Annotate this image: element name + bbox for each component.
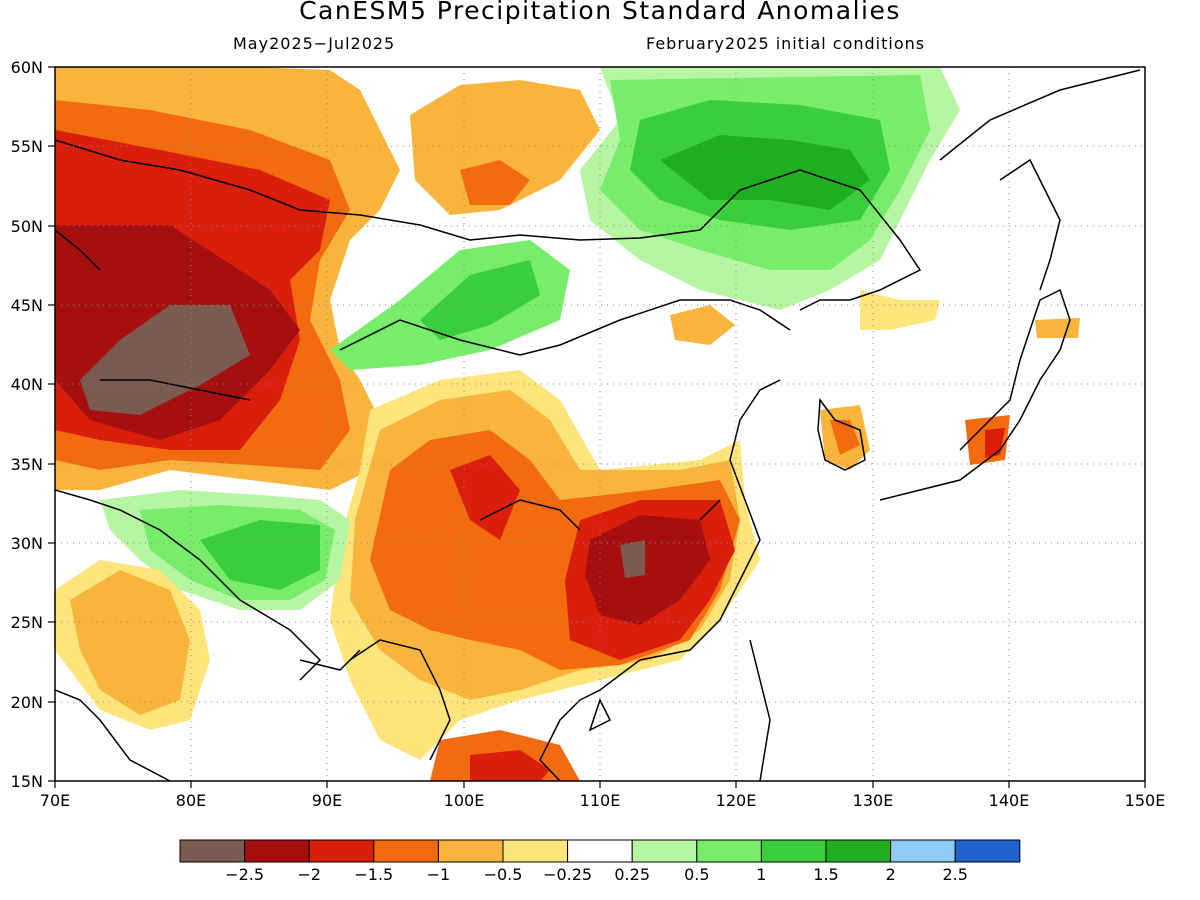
lon-label: 150E bbox=[1125, 791, 1166, 810]
anomaly-region-hokkaido-m05 bbox=[1035, 318, 1080, 338]
legend-swatch bbox=[890, 839, 956, 863]
lat-label: 50N bbox=[11, 217, 43, 236]
anomaly-region-central-m20 bbox=[585, 515, 710, 625]
legend-label: −2 bbox=[297, 865, 321, 884]
legend-swatch bbox=[954, 839, 1021, 863]
anomaly-region-indochina-m15 bbox=[470, 750, 550, 781]
legend-label: 0.25 bbox=[614, 865, 650, 884]
lat-tick-labels: 60N 55N 50N 45N 40N 35N 30N 25N 20N 15N bbox=[11, 58, 43, 791]
legend-label: −1 bbox=[427, 865, 451, 884]
lon-label: 110E bbox=[580, 791, 621, 810]
legend-label: −2.5 bbox=[225, 865, 264, 884]
lon-label: 80E bbox=[176, 791, 206, 810]
lat-label: 45N bbox=[11, 296, 43, 315]
lon-label: 140E bbox=[989, 791, 1030, 810]
legend-label: 0.5 bbox=[684, 865, 709, 884]
anomaly-field bbox=[55, 67, 1080, 781]
legend-swatch bbox=[760, 839, 827, 863]
lat-label: 40N bbox=[11, 375, 43, 394]
lat-label: 60N bbox=[11, 58, 43, 77]
map-grid bbox=[55, 67, 1145, 781]
anomaly-region-baikal-m10 bbox=[460, 160, 530, 205]
legend-swatch bbox=[437, 839, 504, 863]
legend-swatch bbox=[567, 839, 633, 863]
legend-swatch bbox=[308, 839, 375, 863]
forecast-period: May2025−Jul2025 bbox=[233, 34, 396, 53]
legend-label: −0.5 bbox=[484, 865, 523, 884]
lat-label: 25N bbox=[11, 613, 43, 632]
legend-label: 1 bbox=[756, 865, 766, 884]
legend-swatch bbox=[179, 839, 246, 863]
initial-conditions: February2025 initial conditions bbox=[646, 34, 926, 53]
legend-swatch bbox=[696, 839, 762, 863]
anomaly-region-baikal-m05 bbox=[410, 80, 600, 215]
legend-label: −1.5 bbox=[354, 865, 393, 884]
legend-label: 2 bbox=[886, 865, 896, 884]
map-title: CanESM5 Precipitation Standard Anomalies bbox=[299, 0, 901, 25]
axis-ticks bbox=[48, 66, 1146, 788]
legend-swatch bbox=[502, 839, 569, 863]
lat-label: 35N bbox=[11, 455, 43, 474]
legend-swatch bbox=[825, 839, 892, 863]
anomaly-region-central-m25 bbox=[620, 540, 645, 578]
legend-colorbar bbox=[179, 839, 1021, 863]
anomaly-region-amur-m05 bbox=[860, 290, 940, 330]
lon-tick-labels: 70E 80E 90E 100E 110E 120E 130E 140E 150… bbox=[40, 791, 1166, 810]
lat-label: 15N bbox=[11, 772, 43, 791]
legend-swatch bbox=[373, 839, 439, 863]
legend-label: 1.5 bbox=[813, 865, 838, 884]
anomaly-region-himalaya-p10 bbox=[200, 520, 320, 590]
anomaly-region-west-m25 bbox=[80, 305, 250, 415]
coastlines bbox=[55, 69, 1141, 781]
anomaly-region-mongolia-m05 bbox=[670, 305, 735, 345]
anomaly-region-northeast-p15 bbox=[660, 135, 870, 210]
legend-swatch bbox=[631, 839, 698, 863]
anomaly-region-korea-m10 bbox=[830, 420, 860, 455]
legend-label: −0.25 bbox=[543, 865, 592, 884]
lon-label: 70E bbox=[40, 791, 70, 810]
lon-label: 120E bbox=[716, 791, 757, 810]
lon-label: 130E bbox=[853, 791, 894, 810]
lon-label: 100E bbox=[444, 791, 485, 810]
lat-label: 20N bbox=[11, 693, 43, 712]
legend-labels: −2.5 −2 −1.5 −1 −0.5 −0.25 0.25 0.5 1 1.5 2 2.5 bbox=[225, 865, 968, 884]
lat-label: 55N bbox=[11, 137, 43, 156]
legend-label: 2.5 bbox=[942, 865, 967, 884]
anomaly-region-india-m05 bbox=[70, 570, 190, 715]
legend-swatch bbox=[244, 839, 310, 863]
anomaly-region-northchina-p10 bbox=[420, 260, 540, 340]
lat-label: 30N bbox=[11, 534, 43, 553]
lon-label: 90E bbox=[312, 791, 342, 810]
